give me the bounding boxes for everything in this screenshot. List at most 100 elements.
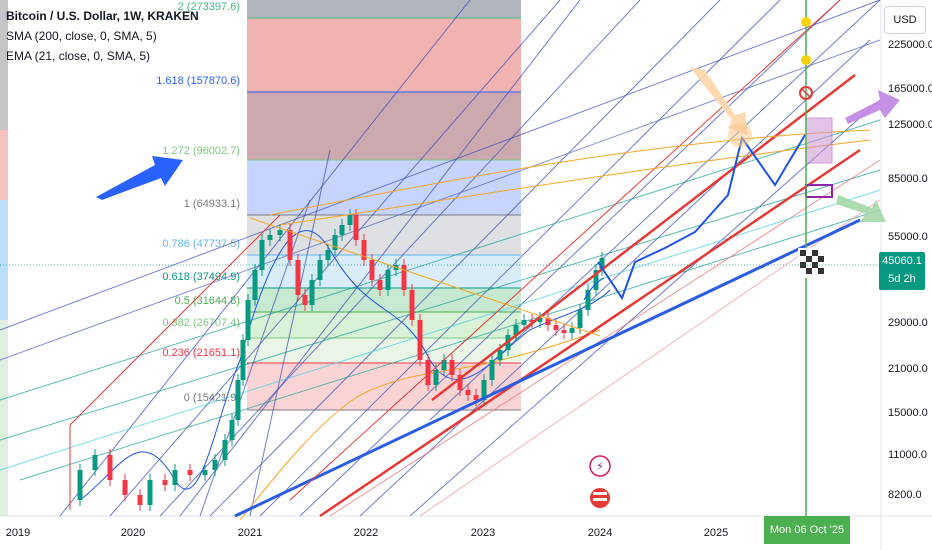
sma-line	[239, 329, 601, 521]
y-tick-label: 85000.0	[888, 173, 928, 185]
candle-body	[489, 360, 495, 380]
candle-body	[187, 470, 193, 475]
candle-body	[107, 455, 113, 480]
candle-body	[277, 230, 283, 235]
candle-body	[267, 235, 273, 240]
candle-body	[287, 230, 293, 260]
fib-level-label: 2 (273397.6)	[178, 1, 240, 13]
candle-body	[122, 480, 128, 495]
bar-countdown: 5d 2h	[888, 273, 916, 285]
candle-body	[377, 280, 383, 290]
candle-body	[137, 495, 143, 505]
candle-body	[441, 360, 447, 370]
candle-body	[481, 380, 487, 400]
fan-line	[209, 0, 721, 517]
fib-level-label: 1 (64933.1)	[184, 198, 240, 210]
fan-line	[249, 149, 331, 517]
arrow-orange-icon	[690, 67, 748, 135]
candle-body	[425, 360, 431, 385]
fib-level-label: 0.5 (31644.8)	[175, 295, 240, 307]
candle-body	[545, 318, 551, 325]
arrow-blue-icon	[96, 156, 183, 200]
x-tick-label: 2021	[238, 527, 262, 539]
candle-body	[529, 320, 535, 322]
chart-legend[interactable]: Bitcoin / U.S. Dollar, 1W, KRAKEN SMA (2…	[6, 6, 199, 66]
gann-fan[interactable]	[0, 0, 881, 517]
candle-body	[457, 375, 463, 390]
upper-channel-line[interactable]	[431, 74, 856, 401]
candle-body	[599, 258, 605, 270]
fan-line	[259, 0, 781, 517]
candle-body	[433, 370, 439, 385]
candle-body	[222, 440, 228, 460]
fib-level-label: 1.272 (96002.7)	[162, 145, 240, 157]
candle-body	[561, 330, 567, 333]
fan-line	[359, 39, 871, 517]
candle-body	[593, 270, 599, 290]
support-line[interactable]	[234, 218, 861, 518]
candle-body	[569, 328, 575, 333]
arrow-purple-icon	[845, 90, 900, 124]
candle-body	[369, 260, 375, 280]
candle-body	[259, 240, 265, 270]
fan-line	[429, 0, 881, 421]
fib-level-label: 0.382 (26707.4)	[162, 317, 240, 329]
candles	[77, 209, 605, 511]
candle-body	[77, 470, 83, 500]
candle-body	[537, 318, 543, 322]
y-tick-label: 165000.0	[888, 83, 932, 95]
candle-body	[309, 280, 315, 305]
crosshair-date-label: Mon 06 Oct '25	[764, 516, 850, 544]
y-tick-label: 225000.0	[888, 39, 932, 51]
time-axis[interactable]: 2019 2020 2021 2022 2023 2024 2025	[6, 527, 728, 539]
candle-body	[172, 470, 178, 485]
fan-line	[19, 209, 881, 481]
y-tick-label: 55000.0	[888, 231, 928, 243]
candle-body	[240, 340, 246, 380]
candle-body	[577, 310, 583, 328]
fan-line	[0, 0, 881, 331]
candle-body	[212, 460, 218, 470]
y-tick-label: 15000.0	[888, 407, 928, 419]
y-tick-label: 125000.0	[888, 119, 932, 131]
forecast-path[interactable]	[597, 134, 806, 301]
fan-line	[179, 0, 581, 517]
fan-line	[0, 169, 881, 441]
candle-body	[417, 320, 423, 360]
last-price-value: 45060.1	[882, 255, 922, 267]
candle-body	[521, 320, 527, 325]
fan-line	[0, 119, 881, 401]
candle-body	[252, 270, 258, 300]
target-box-upper[interactable]	[805, 117, 833, 164]
x-tick-label: 2023	[471, 527, 495, 539]
sma-legend[interactable]: SMA (200, close, 0, SMA, 5)	[6, 29, 157, 43]
currency-button[interactable]: USD	[884, 6, 926, 34]
x-tick-label: 2020	[121, 527, 145, 539]
candle-body	[513, 325, 519, 335]
candle-body	[465, 390, 471, 395]
candle-body	[245, 300, 251, 340]
candle-body	[401, 265, 407, 290]
fan-line	[59, 0, 471, 517]
fib-level-label: 1.618 (157870.6)	[156, 75, 240, 87]
fib-level-label: 0.236 (21651.1)	[162, 347, 240, 359]
fan-line	[409, 99, 881, 517]
event-lightning-icon[interactable]	[589, 455, 611, 477]
candle-body	[235, 380, 241, 420]
ema-legend[interactable]: EMA (21, close, 0, SMA, 5)	[6, 49, 151, 63]
candle-body	[449, 360, 455, 375]
candle-body	[295, 260, 301, 295]
price-axis[interactable]: 225000.0 165000.0 125000.0 85000.0 55000.0 29…	[888, 39, 932, 501]
symbol-title[interactable]: Bitcoin / U.S. Dollar, 1W, KRAKEN	[6, 9, 199, 23]
candle-body	[339, 225, 345, 235]
candle-body	[353, 215, 359, 240]
x-tick-label: 2025	[704, 527, 728, 539]
candle-body	[92, 455, 98, 470]
candle-body	[229, 420, 235, 440]
candle-body	[202, 470, 208, 475]
candle-body	[317, 260, 323, 280]
fan-line	[159, 0, 641, 517]
fib-retracement[interactable]	[247, 0, 521, 411]
candle-body	[473, 395, 479, 400]
